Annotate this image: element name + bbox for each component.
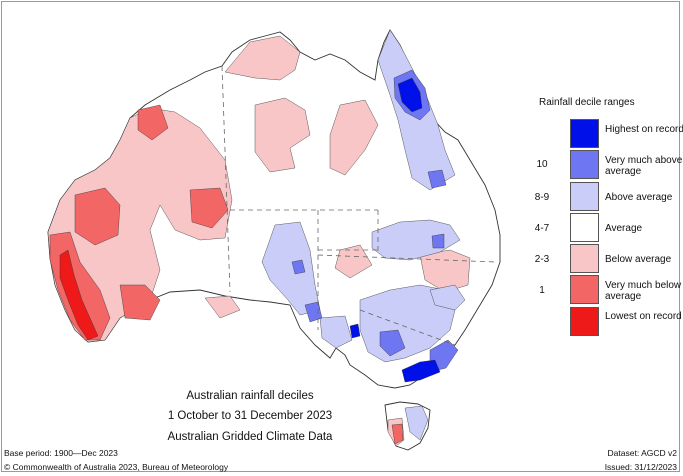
legend-swatch-very-much-below [570, 275, 599, 304]
legend-swatch-highest [570, 119, 599, 148]
legend-title: Rainfall decile ranges [539, 97, 635, 108]
legend-label-highest: Highest on record [605, 124, 683, 135]
lowest-on-record-regions [59, 249, 99, 341]
map-title-line3: Australian Gridded Climate Data [167, 431, 333, 443]
legend-label-above: Above average [605, 192, 673, 203]
legend-range-very-much-below: 1 [539, 285, 545, 296]
dataset-label: Dataset: AGCD v2 [607, 448, 677, 458]
legend-label-very-much-above: Very much above average [605, 155, 683, 177]
map-title-line1: Australian rainfall deciles [186, 390, 314, 402]
legend-swatch-below [570, 244, 599, 273]
highest-on-record-regions [349, 77, 441, 383]
legend-label-lowest: Lowest on record [605, 311, 682, 322]
legend-range-average: 4-7 [534, 223, 550, 234]
legend-label-below: Below average [605, 254, 672, 265]
legend-swatch-average [570, 213, 599, 242]
copyright: © Commonwealth of Australia 2023, Bureau… [4, 462, 229, 472]
map-title-line2: 1 October to 31 December 2023 [167, 410, 333, 422]
legend-range-below: 2-3 [534, 254, 550, 265]
legend-range-above: 8-9 [534, 192, 550, 203]
legend-label-average: Average [605, 223, 643, 234]
issued-date: Issued: 31/12/2023 [604, 462, 677, 472]
legend-label-very-much-below: Very much below average [605, 280, 682, 302]
state-borders [221, 65, 496, 346]
legend-swatch-very-much-above [570, 150, 599, 179]
legend-range-very-much-above: 10 [536, 159, 548, 170]
legend-swatch-above [570, 182, 599, 211]
legend-swatch-lowest [570, 307, 599, 336]
base-period: Base period: 1900—Dec 2023 [4, 448, 118, 458]
